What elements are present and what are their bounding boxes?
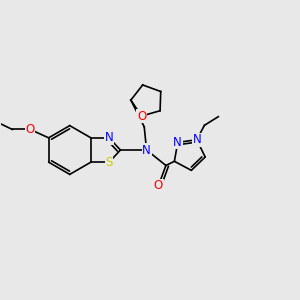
Text: N: N: [142, 143, 151, 157]
Text: N: N: [192, 133, 201, 146]
Text: N: N: [173, 136, 182, 149]
Text: O: O: [26, 123, 35, 136]
Text: O: O: [137, 110, 146, 122]
Text: O: O: [154, 179, 163, 192]
Text: N: N: [105, 131, 113, 144]
Text: S: S: [105, 156, 113, 169]
